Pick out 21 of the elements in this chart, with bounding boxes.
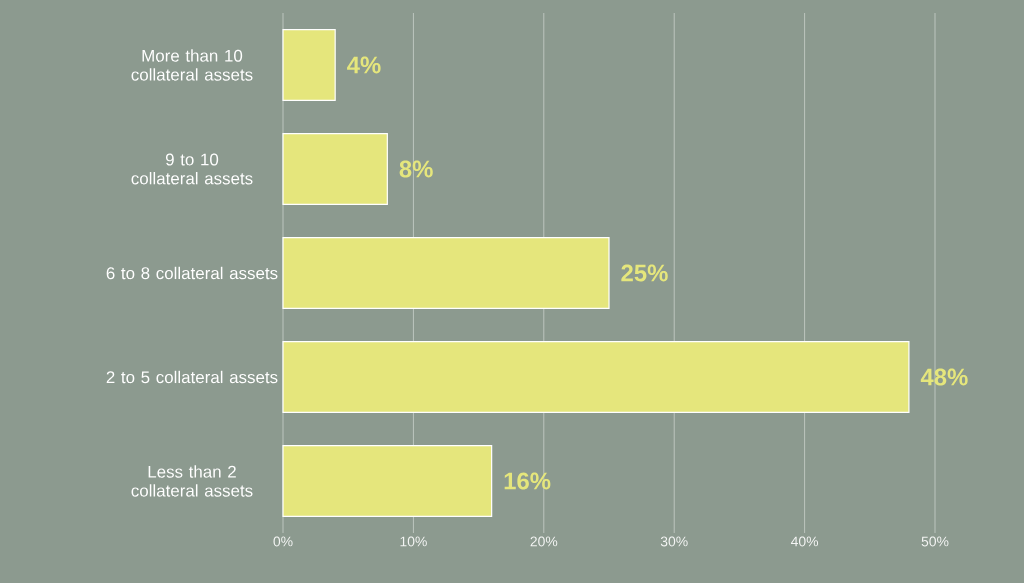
y-tick-label: 9 to 10 collateral assets: [131, 153, 253, 185]
data-label: 25%: [621, 264, 668, 282]
data-label: 4%: [347, 56, 381, 74]
x-tick-label: 0%: [273, 536, 293, 547]
y-tick-label: 2 to 5 collateral assets: [106, 370, 278, 384]
bar: [282, 29, 336, 101]
bar: [282, 133, 388, 205]
data-label: 48%: [920, 368, 968, 386]
y-tick-label: Less than 2 collateral assets: [131, 465, 253, 497]
bar: [282, 237, 610, 309]
x-tick-label: 20%: [530, 536, 558, 547]
x-tick-label: 30%: [660, 536, 688, 547]
x-tick-label: 50%: [921, 536, 949, 547]
data-label: 8%: [399, 160, 433, 178]
x-tick-label: 10%: [400, 536, 427, 547]
y-tick-label: 6 to 8 collateral assets: [106, 266, 278, 280]
x-tick-label: 40%: [790, 536, 819, 547]
data-label: 16%: [504, 472, 551, 490]
bar: [282, 445, 493, 517]
bar: [282, 341, 910, 413]
y-tick-label: More than 10 collateral assets: [131, 49, 253, 81]
